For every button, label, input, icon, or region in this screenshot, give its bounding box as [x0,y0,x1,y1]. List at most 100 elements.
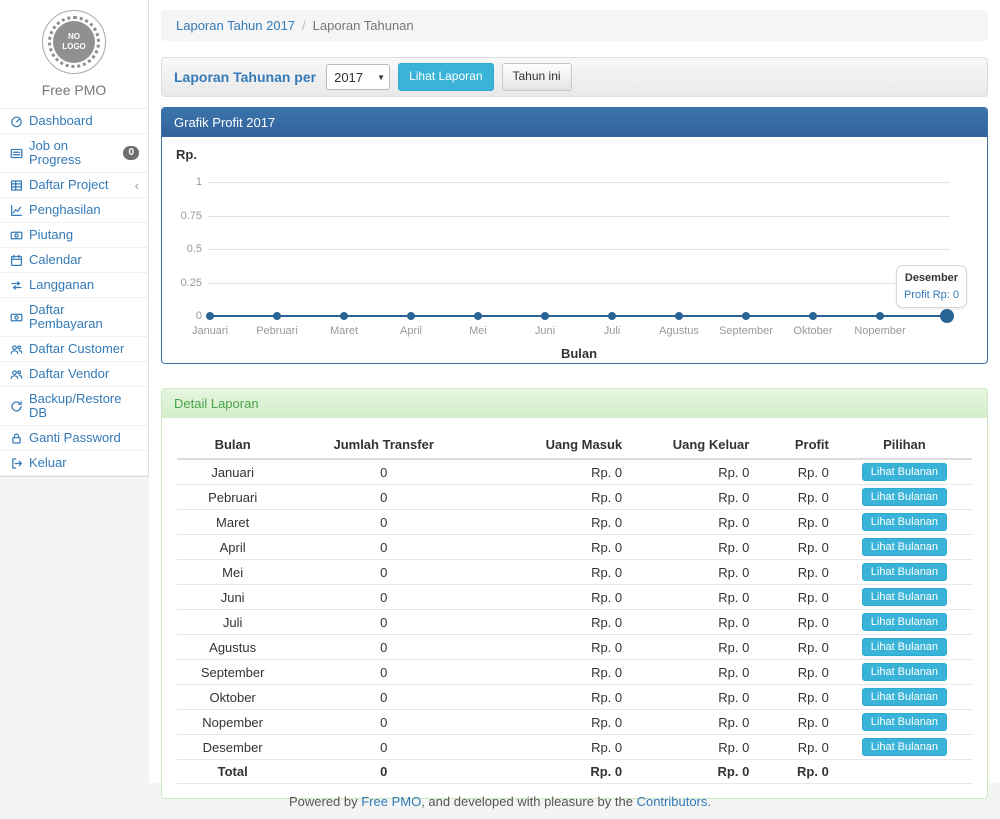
sidebar-item-penghasilan[interactable]: Penghasilan [0,198,148,223]
lihat-bulanan-button[interactable]: Lihat Bulanan [862,513,947,531]
cell-pilihan: Lihat Bulanan [837,610,972,635]
y-tick-label: 0.25 [162,277,202,289]
cell-profit: Rp. 0 [757,635,837,660]
total-profit: Rp. 0 [757,760,837,784]
sidebar-item-label: Daftar Project [29,178,108,192]
lihat-laporan-button[interactable]: Lihat Laporan [398,63,493,91]
total-pilihan-empty [837,760,972,784]
sidebar-item-label: Backup/Restore DB [29,392,139,420]
report-table: BulanJumlah TransferUang MasukUang Kelua… [177,431,972,784]
tahun-ini-button[interactable]: Tahun ini [502,63,572,91]
main-content: Laporan Tahun 2017/Laporan Tahunan Lapor… [149,0,1000,783]
sidebar-item-label: Dashboard [29,114,93,128]
table-row: Nopember0Rp. 0Rp. 0Rp. 0 Lihat Bulanan [177,710,972,735]
gridline [208,249,950,250]
lihat-bulanan-button[interactable]: Lihat Bulanan [862,463,947,481]
logo-block: NO LOGO Free PMO [0,0,148,108]
x-tick-label: Agustus [643,325,715,337]
footer-link-contributors[interactable]: Contributors [637,794,708,809]
x-tick-label: Maret [308,325,380,337]
sidebar-item-daftar-project[interactable]: Daftar Project ‹ [0,173,148,198]
data-point-april [407,312,415,320]
cell-bulan: Desember [177,735,288,760]
cell-bulan: Oktober [177,685,288,710]
sidebar-item-backup-restore-db[interactable]: Backup/Restore DB [0,387,148,426]
cell-pilihan: Lihat Bulanan [837,510,972,535]
profit-chart-panel: Grafik Profit 2017 Rp.10.750.50.250Janua… [161,107,988,364]
lihat-bulanan-button[interactable]: Lihat Bulanan [862,538,947,556]
total-uang-keluar: Rp. 0 [630,760,757,784]
table-row: Desember0Rp. 0Rp. 0Rp. 0 Lihat Bulanan [177,735,972,760]
sidebar-item-calendar[interactable]: Calendar [0,248,148,273]
sidebar-item-piutang[interactable]: Piutang [0,223,148,248]
footer-text-suffix: . [707,794,711,809]
cell-pilihan: Lihat Bulanan [837,485,972,510]
sidebar-item-label: Penghasilan [29,203,101,217]
tooltip-value: Profit Rp: 0 [904,287,959,304]
cell-uang-keluar: Rp. 0 [630,710,757,735]
lihat-bulanan-button[interactable]: Lihat Bulanan [862,713,947,731]
breadcrumb-separator: / [302,18,306,33]
detail-report-panel: Detail Laporan BulanJumlah TransferUang … [161,388,988,799]
cell-profit: Rp. 0 [757,710,837,735]
column-header-profit: Profit [757,431,837,459]
retweet-icon [9,279,23,292]
job-count-badge: 0 [123,146,139,160]
x-tick-label: Pebruari [241,325,313,337]
line-chart-icon [9,204,23,217]
sidebar-item-dashboard[interactable]: Dashboard [0,109,148,134]
cell-pilihan: Lihat Bulanan [837,710,972,735]
cell-uang-keluar: Rp. 0 [630,635,757,660]
x-tick-label: Mei [442,325,514,337]
lihat-bulanan-button[interactable]: Lihat Bulanan [862,738,947,756]
cell-jumlah-transfer: 0 [288,685,479,710]
footer-link-free-pmo[interactable]: Free PMO [361,794,421,809]
column-header-uang-keluar: Uang Keluar [630,431,757,459]
cell-jumlah-transfer: 0 [288,710,479,735]
cell-bulan: September [177,660,288,685]
cell-profit: Rp. 0 [757,660,837,685]
sidebar-item-daftar-customer[interactable]: Daftar Customer [0,337,148,362]
table-row: Januari0Rp. 0Rp. 0Rp. 0 Lihat Bulanan [177,459,972,485]
sidebar-menu: Dashboard Job on Progress0 Daftar Project ‹… [0,108,148,476]
no-logo-seal-icon: NO LOGO [48,16,100,68]
lihat-bulanan-button[interactable]: Lihat Bulanan [862,588,947,606]
year-select[interactable]: 2017 [326,64,390,90]
cell-jumlah-transfer: 0 [288,660,479,685]
detail-panel-title: Detail Laporan [162,389,987,418]
table-row: Juni0Rp. 0Rp. 0Rp. 0 Lihat Bulanan [177,585,972,610]
lihat-bulanan-button[interactable]: Lihat Bulanan [862,663,947,681]
sidebar-item-langganan[interactable]: Langganan [0,273,148,298]
cell-uang-keluar: Rp. 0 [630,560,757,585]
cell-uang-keluar: Rp. 0 [630,610,757,635]
x-tick-label: April [375,325,447,337]
lihat-bulanan-button[interactable]: Lihat Bulanan [862,613,947,631]
y-axis-label: Rp. [176,147,197,162]
lihat-bulanan-button[interactable]: Lihat Bulanan [862,638,947,656]
sidebar-item-ganti-password[interactable]: Ganti Password [0,426,148,451]
cell-pilihan: Lihat Bulanan [837,635,972,660]
cell-uang-masuk: Rp. 0 [479,735,630,760]
x-tick-label: Nopember [844,325,916,337]
cell-jumlah-transfer: 0 [288,459,479,485]
cell-jumlah-transfer: 0 [288,585,479,610]
sidebar-item-daftar-vendor[interactable]: Daftar Vendor [0,362,148,387]
sidebar-item-keluar[interactable]: Keluar [0,451,148,476]
table-row: Maret0Rp. 0Rp. 0Rp. 0 Lihat Bulanan [177,510,972,535]
sidebar-item-job-on-progress[interactable]: Job on Progress0 [0,134,148,173]
data-point-mei [474,312,482,320]
sign-out-icon [9,457,23,470]
cell-profit: Rp. 0 [757,735,837,760]
x-axis-label: Bulan [208,346,950,361]
lihat-bulanan-button[interactable]: Lihat Bulanan [862,688,947,706]
lihat-bulanan-button[interactable]: Lihat Bulanan [862,563,947,581]
footer-text-middle: , and developed with pleasure by the [421,794,636,809]
chevron-left-icon: ‹ [135,179,139,192]
cell-uang-keluar: Rp. 0 [630,685,757,710]
table-row: Mei0Rp. 0Rp. 0Rp. 0 Lihat Bulanan [177,560,972,585]
lihat-bulanan-button[interactable]: Lihat Bulanan [862,488,947,506]
cell-pilihan: Lihat Bulanan [837,585,972,610]
sidebar-item-daftar-pembayaran[interactable]: Daftar Pembayaran [0,298,148,337]
sidebar-item-label: Daftar Customer [29,342,124,356]
breadcrumb-link-laporan-tahun[interactable]: Laporan Tahun 2017 [176,18,295,33]
